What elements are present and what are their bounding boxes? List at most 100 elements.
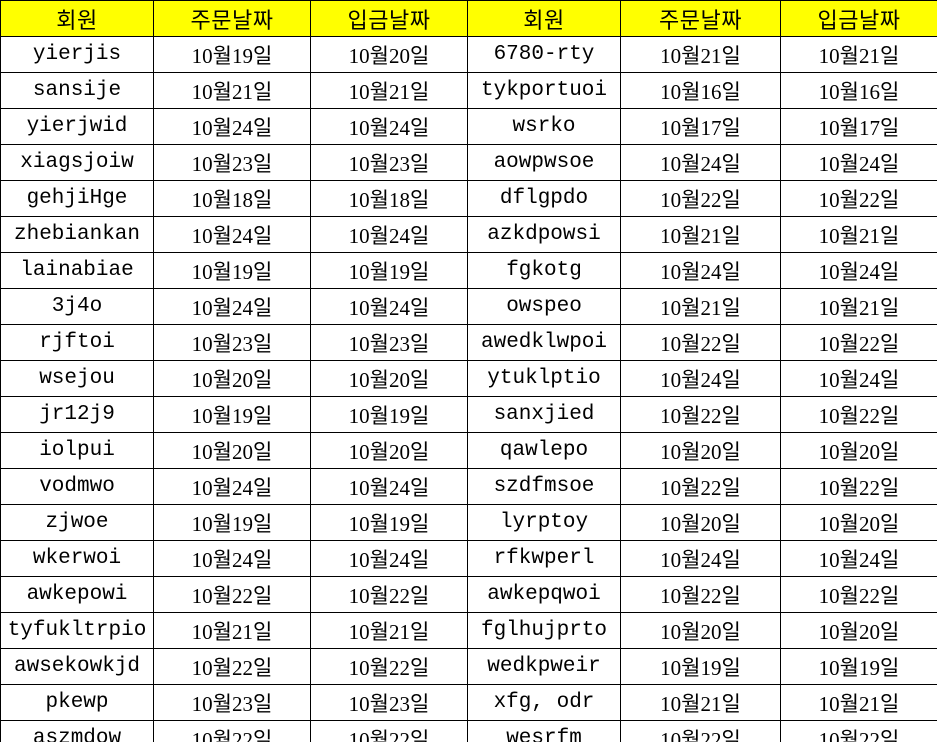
cell-order_left[interactable]: 10월19일 <box>153 396 311 433</box>
cell-member_right[interactable]: ytuklptio <box>467 360 621 397</box>
cell-member_left[interactable]: wkerwoi <box>0 540 154 577</box>
cell-order_right[interactable]: 10월22일 <box>620 720 781 742</box>
cell-member_left[interactable]: zhebiankan <box>0 216 154 253</box>
cell-order_left[interactable]: 10월19일 <box>153 504 311 541</box>
cell-pay_right[interactable]: 10월20일 <box>780 612 937 649</box>
cell-order_left[interactable]: 10월23일 <box>153 684 311 721</box>
cell-order_right[interactable]: 10월21일 <box>620 36 781 73</box>
cell-pay_left[interactable]: 10월20일 <box>310 36 468 73</box>
cell-member_left[interactable]: iolpui <box>0 432 154 469</box>
cell-pay_right[interactable]: 10월24일 <box>780 540 937 577</box>
cell-order_right[interactable]: 10월24일 <box>620 252 781 289</box>
cell-order_left[interactable]: 10월19일 <box>153 36 311 73</box>
cell-pay_right[interactable]: 10월19일 <box>780 648 937 685</box>
cell-member_right[interactable]: wsrko <box>467 108 621 145</box>
cell-pay_left[interactable]: 10월24일 <box>310 108 468 145</box>
cell-pay_right[interactable]: 10월22일 <box>780 720 937 742</box>
cell-pay_right[interactable]: 10월20일 <box>780 504 937 541</box>
cell-member_right[interactable]: owspeo <box>467 288 621 325</box>
cell-member_left[interactable]: yierjis <box>0 36 154 73</box>
column-header-order-left[interactable]: 주문날짜 <box>153 0 311 37</box>
cell-order_left[interactable]: 10월21일 <box>153 72 311 109</box>
cell-order_left[interactable]: 10월24일 <box>153 108 311 145</box>
cell-member_left[interactable]: 3j4o <box>0 288 154 325</box>
cell-pay_left[interactable]: 10월23일 <box>310 144 468 181</box>
cell-member_right[interactable]: xfg, odr <box>467 684 621 721</box>
cell-order_right[interactable]: 10월22일 <box>620 396 781 433</box>
cell-pay_right[interactable]: 10월24일 <box>780 252 937 289</box>
cell-pay_left[interactable]: 10월18일 <box>310 180 468 217</box>
cell-member_left[interactable]: vodmwo <box>0 468 154 505</box>
cell-order_left[interactable]: 10월21일 <box>153 612 311 649</box>
cell-pay_left[interactable]: 10월24일 <box>310 216 468 253</box>
cell-member_right[interactable]: wedkpweir <box>467 648 621 685</box>
cell-member_left[interactable]: jr12j9 <box>0 396 154 433</box>
cell-pay_right[interactable]: 10월22일 <box>780 180 937 217</box>
cell-pay_right[interactable]: 10월16일 <box>780 72 937 109</box>
cell-member_left[interactable]: awkepowi <box>0 576 154 613</box>
cell-order_right[interactable]: 10월16일 <box>620 72 781 109</box>
cell-member_right[interactable]: qawlepo <box>467 432 621 469</box>
cell-member_right[interactable]: tykportuoi <box>467 72 621 109</box>
column-header-member-right[interactable]: 회원 <box>467 0 621 37</box>
cell-pay_right[interactable]: 10월22일 <box>780 576 937 613</box>
cell-pay_left[interactable]: 10월21일 <box>310 72 468 109</box>
cell-order_left[interactable]: 10월20일 <box>153 432 311 469</box>
cell-member_left[interactable]: sansije <box>0 72 154 109</box>
cell-member_left[interactable]: tyfukltrpio <box>0 612 154 649</box>
cell-member_right[interactable]: awkepqwoi <box>467 576 621 613</box>
cell-order_left[interactable]: 10월23일 <box>153 144 311 181</box>
cell-order_right[interactable]: 10월20일 <box>620 432 781 469</box>
cell-pay_right[interactable]: 10월24일 <box>780 360 937 397</box>
cell-member_left[interactable]: wsejou <box>0 360 154 397</box>
cell-order_left[interactable]: 10월20일 <box>153 360 311 397</box>
column-header-pay-right[interactable]: 입금날짜 <box>780 0 937 37</box>
cell-member_left[interactable]: pkewp <box>0 684 154 721</box>
cell-pay_right[interactable]: 10월22일 <box>780 324 937 361</box>
cell-pay_right[interactable]: 10월20일 <box>780 432 937 469</box>
cell-order_right[interactable]: 10월20일 <box>620 612 781 649</box>
cell-order_left[interactable]: 10월18일 <box>153 180 311 217</box>
cell-order_right[interactable]: 10월22일 <box>620 576 781 613</box>
cell-member_right[interactable]: azkdpowsi <box>467 216 621 253</box>
cell-order_right[interactable]: 10월21일 <box>620 684 781 721</box>
cell-order_right[interactable]: 10월22일 <box>620 324 781 361</box>
cell-pay_right[interactable]: 10월24일 <box>780 144 937 181</box>
cell-pay_left[interactable]: 10월22일 <box>310 576 468 613</box>
cell-pay_left[interactable]: 10월20일 <box>310 360 468 397</box>
cell-order_right[interactable]: 10월20일 <box>620 504 781 541</box>
cell-order_right[interactable]: 10월24일 <box>620 144 781 181</box>
cell-order_left[interactable]: 10월23일 <box>153 324 311 361</box>
cell-member_right[interactable]: wesrfm <box>467 720 621 742</box>
cell-order_left[interactable]: 10월24일 <box>153 468 311 505</box>
cell-order_right[interactable]: 10월22일 <box>620 180 781 217</box>
cell-pay_left[interactable]: 10월22일 <box>310 720 468 742</box>
cell-member_right[interactable]: rfkwperl <box>467 540 621 577</box>
cell-order_left[interactable]: 10월24일 <box>153 216 311 253</box>
column-header-pay-left[interactable]: 입금날짜 <box>310 0 468 37</box>
cell-pay_left[interactable]: 10월20일 <box>310 432 468 469</box>
cell-pay_left[interactable]: 10월24일 <box>310 468 468 505</box>
cell-order_right[interactable]: 10월17일 <box>620 108 781 145</box>
cell-member_left[interactable]: yierjwid <box>0 108 154 145</box>
cell-member_left[interactable]: xiagsjoiw <box>0 144 154 181</box>
cell-member_right[interactable]: aowpwsoe <box>467 144 621 181</box>
cell-pay_right[interactable]: 10월22일 <box>780 468 937 505</box>
cell-pay_right[interactable]: 10월21일 <box>780 216 937 253</box>
cell-member_left[interactable]: lainabiae <box>0 252 154 289</box>
cell-pay_left[interactable]: 10월21일 <box>310 612 468 649</box>
cell-order_right[interactable]: 10월21일 <box>620 216 781 253</box>
cell-order_right[interactable]: 10월22일 <box>620 468 781 505</box>
column-header-member-left[interactable]: 회원 <box>0 0 154 37</box>
cell-member_right[interactable]: fgkotg <box>467 252 621 289</box>
cell-pay_right[interactable]: 10월22일 <box>780 396 937 433</box>
cell-member_right[interactable]: dflgpdo <box>467 180 621 217</box>
cell-pay_right[interactable]: 10월17일 <box>780 108 937 145</box>
cell-member_right[interactable]: awedklwpoi <box>467 324 621 361</box>
cell-order_right[interactable]: 10월24일 <box>620 360 781 397</box>
cell-order_left[interactable]: 10월19일 <box>153 252 311 289</box>
cell-member_left[interactable]: aszmdow <box>0 720 154 742</box>
cell-pay_left[interactable]: 10월24일 <box>310 540 468 577</box>
cell-order_right[interactable]: 10월21일 <box>620 288 781 325</box>
cell-member_right[interactable]: fglhujprto <box>467 612 621 649</box>
